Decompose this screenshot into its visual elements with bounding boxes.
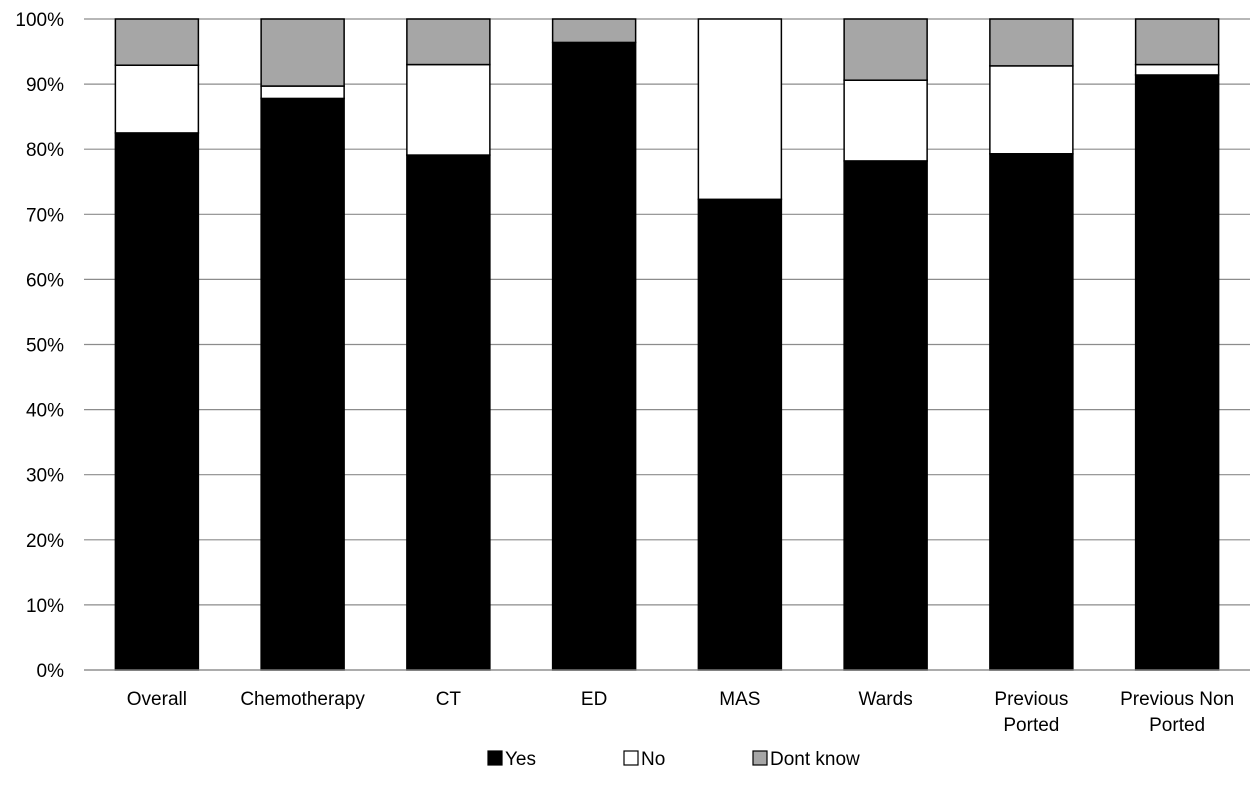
bar-segment-dont-know — [1134, 18, 1220, 66]
legend-swatch-dont-know — [752, 750, 768, 766]
y-tick-labels: 0% 10% 20% 30% 40% 50% 60% 70% 80% 90% 100% — [15, 10, 64, 682]
category-label: Overall — [127, 689, 187, 710]
category-label: Previous Ported — [994, 689, 1068, 736]
category-label: ED — [581, 689, 607, 710]
bar-segment-no — [843, 79, 928, 162]
bar-segment-dont-know — [260, 18, 345, 87]
bar-segment-no — [697, 18, 783, 201]
y-tick-label: 30% — [26, 466, 64, 487]
y-tick-label: 100% — [15, 10, 64, 31]
bar-segment-no — [406, 63, 491, 156]
legend-label-dont-know: Dont know — [770, 749, 860, 770]
bar-segment-no — [1134, 63, 1220, 76]
bar-segment-dont-know — [843, 18, 928, 81]
category-label: MAS — [719, 689, 760, 710]
y-tick-label: 40% — [26, 401, 64, 422]
y-tick-label: 50% — [26, 336, 64, 357]
bar-segment-dont-know — [406, 18, 491, 66]
bar-segment-yes — [406, 154, 491, 671]
y-tick-label: 60% — [26, 270, 64, 291]
category-label: CT — [436, 689, 462, 710]
bar-segment-dont-know — [114, 18, 200, 66]
legend-label-yes: Yes — [505, 749, 536, 770]
y-tick-label: 80% — [26, 140, 64, 161]
category-label: Previous Non Ported — [1120, 689, 1234, 736]
legend-swatch-yes — [487, 750, 503, 766]
bar-segment-no — [260, 85, 345, 100]
y-tick-label: 0% — [37, 661, 65, 682]
legend-label-no: No — [641, 749, 665, 770]
bar-segment-no — [989, 65, 1074, 155]
gridlines — [84, 18, 1250, 671]
y-tick-label: 20% — [26, 531, 64, 552]
category-labels: Overall Chemotherapy CT ED MAS Wards Previous P… — [127, 689, 1234, 736]
bar-segment-yes — [260, 97, 345, 671]
bar-segment-dont-know — [551, 18, 637, 44]
bar-segment-no — [114, 64, 200, 134]
legend-swatch-no — [623, 750, 639, 766]
category-label: Chemotherapy — [240, 689, 365, 710]
y-tick-label: 10% — [26, 596, 64, 617]
y-tick-label: 70% — [26, 205, 64, 226]
bar-segment-yes — [1134, 74, 1220, 671]
bar-segment-yes — [551, 41, 637, 671]
bar-segment-dont-know — [989, 18, 1074, 67]
category-label: Wards — [859, 689, 913, 710]
bars — [114, 18, 1220, 671]
bar-segment-yes — [697, 198, 783, 671]
legend: Yes No Dont know — [487, 749, 860, 770]
y-tick-label: 90% — [26, 75, 64, 96]
bar-segment-yes — [989, 153, 1074, 671]
bar-segment-yes — [114, 132, 200, 671]
bar-segment-yes — [843, 160, 928, 671]
